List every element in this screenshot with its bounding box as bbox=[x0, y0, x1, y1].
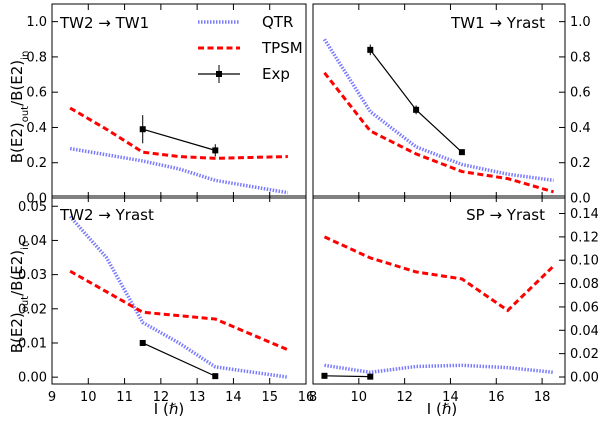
series-tpsm-line bbox=[323, 71, 554, 194]
x-tick-label: 9 bbox=[48, 390, 56, 405]
y-axis-title-bottom: B(E2)out/B(E2)in bbox=[8, 241, 31, 354]
legend-label-qtr: QTR bbox=[262, 13, 293, 31]
exp-point bbox=[413, 106, 420, 113]
y-tick-label: 0.2 bbox=[26, 156, 47, 171]
exp-point bbox=[212, 147, 219, 154]
y-tick-label: 0.0 bbox=[26, 192, 47, 207]
panel-tw2-yrast: 0.00 0.01 0.02 0.03 0.04 0.05 9 10 11 12 13 14 15 16 T… bbox=[18, 195, 315, 405]
y-tick-label: 0.6 bbox=[570, 86, 591, 101]
y-axis-title-top: B(E2)out/B(E2)in bbox=[8, 51, 31, 164]
exp-point bbox=[367, 46, 374, 53]
legend-label-exp: Exp bbox=[262, 65, 290, 83]
y-tick-label: 0.05 bbox=[18, 200, 47, 215]
x-tick-label: 18 bbox=[534, 390, 551, 405]
x-tick-label: 8 bbox=[309, 390, 317, 405]
series-qtr-line bbox=[68, 215, 289, 379]
y-tick-label: 0.06 bbox=[570, 300, 598, 315]
y-tick-label: 0.02 bbox=[570, 347, 598, 362]
y-tick-label: 0.02 bbox=[18, 302, 47, 317]
x-tick-label: 10 bbox=[80, 390, 97, 405]
panel-frame bbox=[312, 3, 566, 199]
y-tick-label: 0.6 bbox=[26, 86, 47, 101]
y-tick-label: 0.04 bbox=[18, 234, 47, 249]
x-tick-label: 14 bbox=[225, 390, 242, 405]
series-tpsm-line bbox=[69, 106, 288, 160]
plot-area bbox=[69, 106, 289, 195]
panel-title: SP → Yrast bbox=[466, 206, 545, 224]
panel-sp-yrast: 0.00 0.02 0.04 0.06 0.08 0.10 0.12 0.14 8 10 12 14 1… bbox=[309, 195, 598, 405]
y-tick-label: 0.08 bbox=[570, 277, 598, 292]
panel-title: TW1 → Yrast bbox=[450, 14, 545, 32]
series-exp-line bbox=[142, 128, 216, 151]
y-tick-label: 0.8 bbox=[570, 50, 591, 65]
x-tick-label: 12 bbox=[153, 390, 170, 405]
y-tick-label: 0.10 bbox=[570, 254, 598, 269]
plot-area bbox=[321, 235, 555, 380]
y-tick-label: 0.4 bbox=[570, 121, 591, 136]
series-tpsm-line bbox=[69, 269, 289, 352]
y-tick-label: 1.0 bbox=[26, 15, 47, 30]
plot-area bbox=[322, 38, 554, 194]
x-tick-label: 15 bbox=[261, 390, 278, 405]
panel-title: TW2 → Yrast bbox=[59, 206, 154, 224]
exp-point bbox=[139, 339, 146, 346]
series-tpsm-line bbox=[323, 235, 555, 313]
y-tick-label: 0.8 bbox=[26, 50, 47, 65]
y-tick-label: 0.00 bbox=[18, 371, 47, 386]
y-tick-label: 0.14 bbox=[570, 207, 598, 222]
y-tick-label: 0.01 bbox=[18, 336, 47, 351]
y-tick-label: 0.2 bbox=[570, 156, 591, 171]
exp-point bbox=[367, 373, 374, 380]
legend-label-tpsm: TPSM bbox=[261, 39, 303, 57]
panel-tw1-yrast: 0.0 0.2 0.4 0.6 0.8 1.0 TW1 → Yrast bbox=[312, 3, 591, 207]
exp-point bbox=[321, 372, 328, 379]
series-exp-line bbox=[142, 342, 216, 377]
series-qtr-line bbox=[324, 363, 554, 375]
panel-frame bbox=[51, 195, 307, 385]
x-tick-label: 10 bbox=[351, 390, 368, 405]
x-axis-title-right: I (ℏ) bbox=[427, 400, 457, 418]
exp-point bbox=[458, 149, 465, 156]
y-tick-label: 0.00 bbox=[570, 370, 598, 385]
legend: QTR TPSM Exp bbox=[198, 13, 303, 83]
y-tick-label: 0.0 bbox=[570, 192, 591, 207]
x-tick-label: 16 bbox=[488, 390, 505, 405]
panel-tw2-tw1: 0.0 0.2 0.4 0.6 0.8 1.0 TW2 → TW1 bbox=[26, 3, 307, 207]
x-tick-label: 13 bbox=[189, 390, 206, 405]
y-tick-label: 1.0 bbox=[570, 15, 591, 30]
series-exp-line bbox=[324, 375, 371, 378]
y-tick-label: 0.4 bbox=[26, 121, 47, 136]
plot-area bbox=[68, 215, 289, 380]
panel-frame bbox=[312, 195, 566, 385]
exp-point bbox=[212, 373, 219, 380]
panel-frame bbox=[51, 3, 307, 199]
series-qtr-line bbox=[69, 146, 289, 195]
series-qtr-line bbox=[322, 38, 554, 183]
x-axis-title-left: I (ℏ) bbox=[154, 400, 184, 418]
panel-title: TW2 → TW1 bbox=[59, 14, 149, 32]
y-tick-label: 0.12 bbox=[570, 230, 598, 245]
x-tick-label: 12 bbox=[396, 390, 413, 405]
x-tick-label: 11 bbox=[116, 390, 133, 405]
y-tick-label: 0.03 bbox=[18, 268, 47, 283]
x-tick-label: 16 bbox=[298, 390, 315, 405]
x-tick-label: 14 bbox=[442, 390, 459, 405]
exp-point bbox=[139, 126, 146, 133]
y-tick-label: 0.04 bbox=[570, 324, 598, 339]
